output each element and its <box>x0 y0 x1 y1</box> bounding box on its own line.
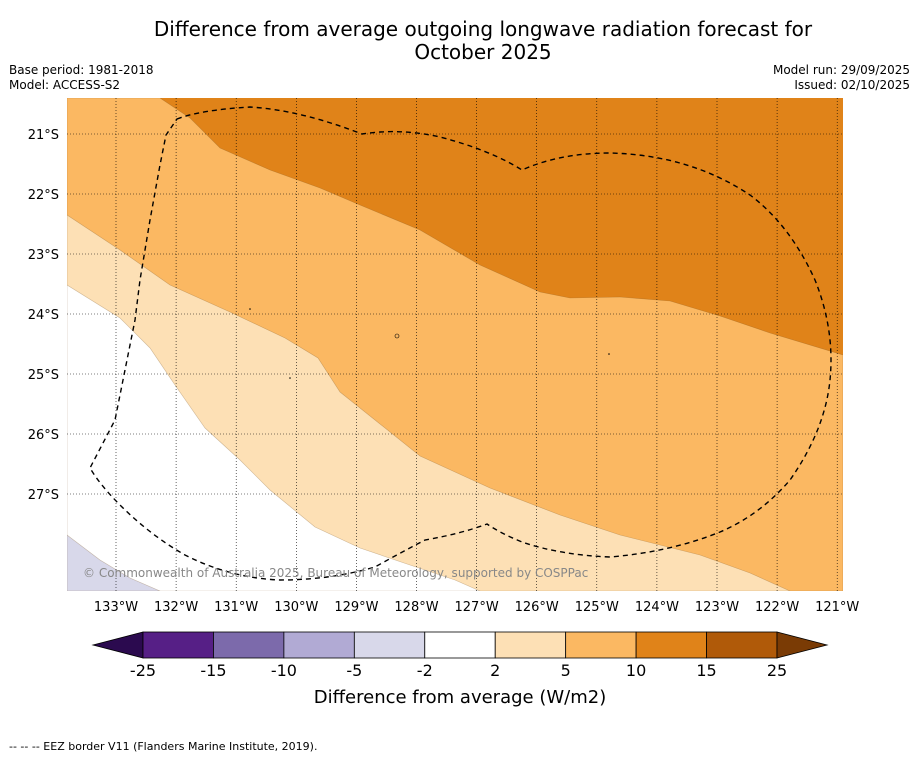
colorbar-tick-label: -15 <box>200 661 226 680</box>
contour-speck <box>608 353 610 355</box>
lon-label: 125°W <box>575 600 619 615</box>
model-run: Model run: 29/09/2025 <box>772 63 910 77</box>
colorbar-tick-label: -25 <box>130 661 156 680</box>
gridlines <box>67 98 843 591</box>
colorbar-cell <box>706 631 778 659</box>
colorbar-tick-label: 5 <box>561 661 571 680</box>
lon-label: 131°W <box>214 600 258 615</box>
lon-label: 130°W <box>274 600 318 615</box>
contour-speck <box>394 333 400 339</box>
lat-label: 24°S <box>28 308 59 323</box>
colorbar-cell <box>142 631 214 659</box>
region-below-minus2 <box>67 534 161 591</box>
colorbar-tick-label: 25 <box>767 661 787 680</box>
issued-date: Issued: 02/10/2025 <box>794 78 910 92</box>
colorbar-tick-label: -2 <box>417 661 433 680</box>
colorbar-tick-label: 15 <box>696 661 716 680</box>
lon-label: 127°W <box>455 600 499 615</box>
colorbar-tick-label: -5 <box>346 661 362 680</box>
lon-label: 126°W <box>515 600 559 615</box>
lat-label: 27°S <box>28 488 59 503</box>
colorbar: -25 -15 -10 -5 -2 2 5 10 15 25 Difference from av… <box>91 631 829 708</box>
lon-label: 133°W <box>94 600 138 615</box>
lat-label: 26°S <box>28 428 59 443</box>
colorbar-over-arrow <box>776 631 829 659</box>
colorbar-cell <box>353 631 426 659</box>
lon-label: 124°W <box>635 600 679 615</box>
copyright-text: © Commonwealth of Australia 2025, Bureau… <box>83 566 588 580</box>
colorbar-under-arrow <box>91 631 144 659</box>
colorbar-cell <box>565 631 637 659</box>
base-period: Base period: 1981-2018 <box>9 63 154 77</box>
colorbar-tick-label: -10 <box>271 661 297 680</box>
lon-label: 122°W <box>755 600 799 615</box>
lat-labels: 21°S 22°S 23°S 24°S 25°S 26°S 27°S <box>28 128 59 503</box>
lon-label: 128°W <box>394 600 438 615</box>
lon-label: 121°W <box>815 600 859 615</box>
footnote: -- -- -- EEZ border V11 (Flanders Marine… <box>9 740 318 753</box>
eez-border <box>89 106 832 581</box>
chart-title: Difference from average outgoing longwav… <box>0 18 919 64</box>
colorbar-cell <box>494 631 567 659</box>
title-line-2: October 2025 <box>414 40 552 64</box>
colorbar-cell <box>213 631 285 659</box>
title-line-1: Difference from average outgoing longwav… <box>153 17 813 41</box>
lon-label: 129°W <box>334 600 378 615</box>
colorbar-cell <box>424 631 496 659</box>
lat-label: 23°S <box>28 248 59 263</box>
lon-labels: 133°W 132°W 131°W 130°W 129°W 128°W 127°W 126°W… <box>94 600 860 615</box>
colorbar-cell <box>635 631 707 659</box>
lon-label: 132°W <box>154 600 198 615</box>
map-panel: © Commonwealth of Australia 2025, Bureau… <box>67 98 843 591</box>
lat-label: 21°S <box>28 128 59 143</box>
meta-right: Model run: 29/09/2025 Issued: 02/10/2025 <box>773 63 910 93</box>
contour-speck <box>289 377 291 379</box>
colorbar-tick-label: 10 <box>626 661 646 680</box>
contour-speck <box>249 308 251 310</box>
lat-label: 22°S <box>28 188 59 203</box>
lon-label: 123°W <box>695 600 739 615</box>
colorbar-cell <box>283 631 355 659</box>
model-name: Model: ACCESS-S2 <box>9 78 121 92</box>
colorbar-tick-label: 2 <box>490 661 500 680</box>
region-minus2-to-2 <box>67 284 481 591</box>
lat-label: 25°S <box>28 368 59 383</box>
meta-left: Base period: 1981-2018 Model: ACCESS-S2 <box>9 63 154 93</box>
colorbar-title: Difference from average (W/m2) <box>314 687 606 708</box>
